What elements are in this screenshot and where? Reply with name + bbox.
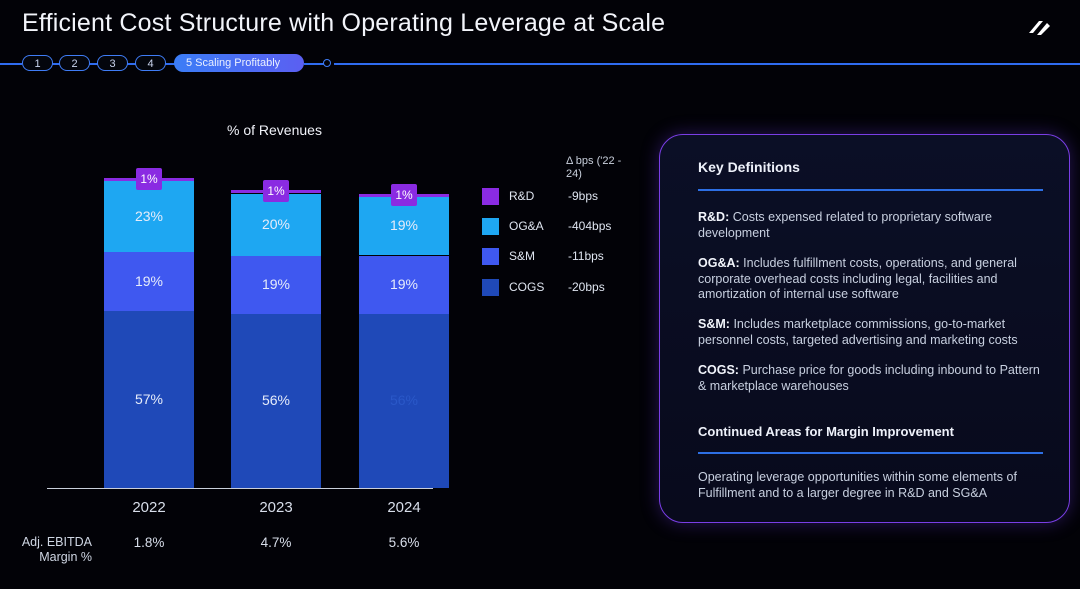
definition-term: OG&A: bbox=[698, 256, 740, 270]
nav-line-segment bbox=[126, 63, 136, 65]
nav-end-dot-icon bbox=[323, 59, 331, 67]
ebitda-value-2024: 5.6% bbox=[388, 535, 420, 550]
data-label-cogs-2023: 56% bbox=[261, 392, 291, 409]
chart-baseline bbox=[47, 488, 433, 489]
definition-sm: S&M: Includes marketplace commissions, g… bbox=[698, 317, 1050, 348]
bps-change-header: Δ bps ('22 - 24) bbox=[566, 155, 622, 180]
company-logo-icon bbox=[1029, 21, 1050, 35]
legend-item-cogs: COGS -20bps bbox=[482, 279, 662, 297]
definition-term: COGS: bbox=[698, 363, 739, 377]
nav-step-2[interactable]: 2 bbox=[59, 55, 90, 71]
nav-line-segment bbox=[304, 63, 324, 65]
legend-label: OG&A bbox=[509, 219, 544, 233]
nav-line-segment bbox=[164, 63, 176, 65]
key-definitions-panel: Key Definitions R&D: Costs expensed rela… bbox=[659, 134, 1070, 523]
legend-label: R&D bbox=[509, 189, 535, 203]
legend-swatch-sm bbox=[482, 248, 499, 265]
legend-item-rd: R&D -9bps bbox=[482, 188, 662, 206]
data-label-sm-2023: 19% bbox=[261, 275, 291, 292]
legend-item-oga: OG&A -404bps bbox=[482, 218, 662, 236]
nav-step-1[interactable]: 1 bbox=[22, 55, 53, 71]
x-tick-label-2023: 2023 bbox=[259, 499, 293, 516]
data-label-cogs-2022: 57% bbox=[134, 390, 164, 407]
bar-segment-cogs-2022 bbox=[104, 311, 194, 488]
definition-text: Costs expensed related to proprietary so… bbox=[698, 210, 992, 240]
panel-heading: Key Definitions bbox=[698, 159, 800, 175]
bar-segment-cogs-2023 bbox=[231, 314, 321, 488]
definition-term: S&M: bbox=[698, 317, 730, 331]
definition-text: Includes marketplace commissions, go-to-… bbox=[698, 317, 1018, 347]
legend-swatch-rd bbox=[482, 188, 499, 205]
nav-line-right bbox=[334, 63, 1080, 65]
legend-bps: -404bps bbox=[568, 219, 612, 233]
nav-line-left bbox=[0, 63, 22, 65]
definition-oga: OG&A: Includes fulfillment costs, operat… bbox=[698, 256, 1050, 303]
stacked-bar-chart: 57% 19% 23% 1% 2022 56% 19% 20% 1% 2023 56% 19% 19% 1… bbox=[104, 168, 449, 516]
bar-segment-sm-2023 bbox=[231, 255, 321, 315]
definition-term: R&D: bbox=[698, 210, 730, 224]
section-navigation: 1 2 3 4 5 Scaling Profitably bbox=[0, 50, 1080, 76]
bar-segment-oga-2023 bbox=[231, 193, 321, 256]
x-tick-label-2024: 2024 bbox=[387, 499, 421, 516]
bar-segment-oga-2022 bbox=[104, 181, 194, 253]
legend-swatch-cogs bbox=[482, 279, 499, 296]
legend-bps: -20bps bbox=[568, 280, 605, 294]
improvement-heading: Continued Areas for Margin Improvement bbox=[698, 424, 954, 439]
nav-step-3[interactable]: 3 bbox=[97, 55, 128, 71]
legend-swatch-oga bbox=[482, 218, 499, 235]
panel-divider bbox=[698, 189, 1043, 191]
nav-step-4[interactable]: 4 bbox=[135, 55, 166, 71]
nav-line-segment bbox=[88, 63, 98, 65]
legend-bps: -11bps bbox=[568, 249, 604, 263]
definition-text: Includes fulfillment costs, operations, … bbox=[698, 256, 1017, 301]
data-label-cogs-2024: 56% bbox=[389, 392, 419, 409]
data-label-sm-2024: 19% bbox=[389, 275, 419, 292]
data-label-oga-2024: 19% bbox=[389, 217, 419, 234]
definition-rd: R&D: Costs expensed related to proprieta… bbox=[698, 210, 1050, 241]
data-label-rd-2024: 1% bbox=[391, 183, 417, 206]
definition-text: Purchase price for goods including inbou… bbox=[698, 363, 1040, 393]
ebitda-row-label: Adj. EBITDA Margin % bbox=[21, 535, 92, 564]
nav-line-segment bbox=[50, 63, 60, 65]
legend-label: COGS bbox=[509, 280, 545, 294]
bar-segment-oga-2024 bbox=[359, 196, 449, 256]
bar-segment-sm-2022 bbox=[104, 252, 194, 312]
nav-step-5-active[interactable]: 5 Scaling Profitably bbox=[174, 54, 304, 72]
bar-segment-cogs-2024 bbox=[359, 314, 449, 488]
x-tick-label-2022: 2022 bbox=[132, 499, 166, 516]
legend-item-sm: S&M -11bps bbox=[482, 248, 662, 266]
chart-title: % of Revenues bbox=[227, 122, 322, 138]
legend-label: S&M bbox=[509, 249, 536, 263]
definition-cogs: COGS: Purchase price for goods including… bbox=[698, 363, 1050, 394]
page-title: Efficient Cost Structure with Operating … bbox=[22, 9, 666, 37]
data-label-sm-2022: 19% bbox=[134, 272, 164, 289]
panel-divider bbox=[698, 452, 1043, 454]
data-label-rd-2022: 1% bbox=[136, 168, 162, 190]
ebitda-value-2023: 4.7% bbox=[260, 535, 292, 550]
legend-bps: -9bps bbox=[568, 189, 599, 203]
ebitda-value-2022: 1.8% bbox=[133, 535, 165, 550]
data-label-oga-2022: 23% bbox=[134, 207, 164, 224]
data-label-oga-2023: 20% bbox=[261, 215, 291, 232]
data-label-rd-2023: 1% bbox=[263, 180, 289, 203]
improvement-text: Operating leverage opportunities within … bbox=[698, 470, 1017, 500]
bar-segment-sm-2024 bbox=[359, 255, 449, 315]
